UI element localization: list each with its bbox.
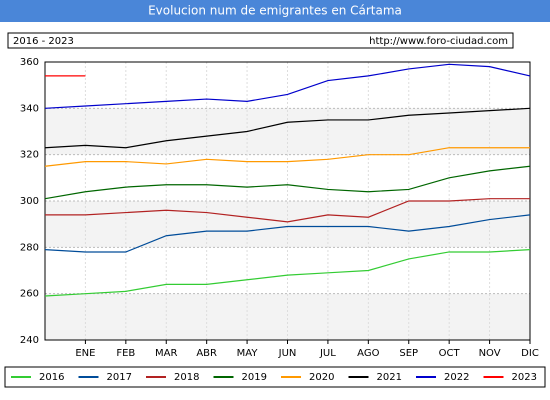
y-tick-label: 340 bbox=[20, 103, 39, 114]
series-line bbox=[45, 198, 530, 223]
x-tick-label: SEP bbox=[399, 348, 418, 359]
series-line bbox=[44, 147, 530, 167]
legend-label: 2022 bbox=[444, 372, 469, 383]
legend-label: 2021 bbox=[377, 372, 402, 383]
x-tick-label: ABR bbox=[196, 348, 217, 359]
info-box bbox=[7, 32, 514, 49]
legend-label: 2019 bbox=[242, 372, 267, 383]
legend-label: 2023 bbox=[512, 372, 537, 383]
x-tick-label: MAY bbox=[237, 348, 259, 359]
series-line bbox=[44, 214, 531, 253]
legend-label: 2020 bbox=[309, 372, 334, 383]
series-line bbox=[44, 249, 531, 297]
x-tick-label: FEB bbox=[116, 348, 135, 359]
y-tick-label: 240 bbox=[20, 335, 39, 346]
legend-label: 2018 bbox=[174, 372, 199, 383]
x-tick-label: DIC bbox=[521, 348, 539, 359]
subtitle: 2016 - 2023 bbox=[13, 36, 74, 47]
series-line bbox=[44, 107, 531, 149]
x-tick-label: OCT bbox=[439, 348, 461, 359]
x-tick-label: JUN bbox=[278, 348, 297, 359]
series-line bbox=[44, 165, 531, 200]
plot-frame bbox=[44, 61, 531, 341]
legend-box bbox=[4, 366, 546, 388]
x-tick-label: NOV bbox=[479, 348, 501, 359]
x-tick-label: JUL bbox=[319, 348, 336, 359]
x-tick-label: MAR bbox=[155, 348, 177, 359]
series-line bbox=[44, 63, 531, 109]
x-tick-label: ENE bbox=[75, 348, 95, 359]
grid-band bbox=[45, 293, 530, 340]
title-bar bbox=[0, 0, 550, 22]
y-tick-label: 300 bbox=[20, 196, 39, 207]
y-tick-label: 280 bbox=[20, 242, 39, 253]
legend-label: 2017 bbox=[107, 372, 132, 383]
chart-title: Evolucion num de emigrantes en Cártama bbox=[148, 4, 402, 18]
source: http://www.foro-ciudad.com bbox=[369, 36, 508, 47]
y-tick-label: 320 bbox=[20, 150, 39, 161]
y-tick-label: 360 bbox=[20, 57, 39, 68]
x-tick-label: AGO bbox=[357, 348, 379, 359]
legend-label: 2016 bbox=[39, 372, 64, 383]
y-tick-label: 260 bbox=[20, 289, 39, 300]
